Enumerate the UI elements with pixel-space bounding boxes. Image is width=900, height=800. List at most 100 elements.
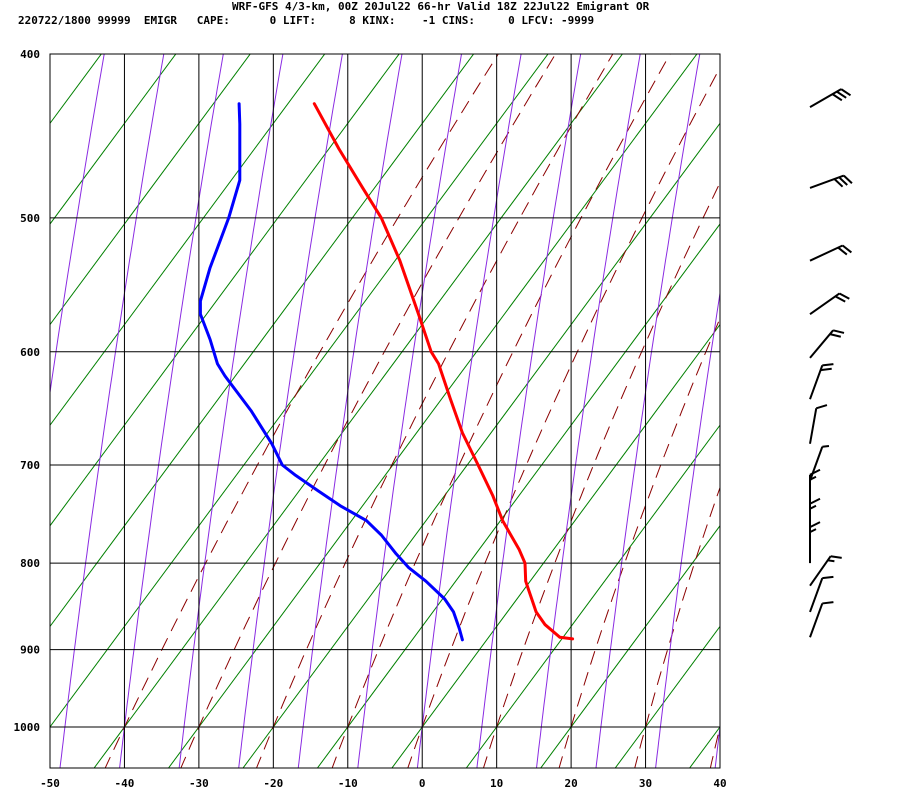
x-tick-label: 30 [639, 777, 652, 790]
wind-barb-flag [822, 575, 834, 580]
wind-barb-half-flag [822, 445, 830, 448]
mixing-ratio-line [614, 625, 720, 768]
moist-adiabat-line [775, 16, 886, 770]
wind-barb-flag [834, 295, 846, 303]
dry-adiabat-line [180, 54, 557, 768]
temperature-trace [312, 102, 575, 641]
wind-barb-flag [833, 178, 844, 188]
mixing-ratio-line [465, 424, 720, 768]
x-tick-label: 40 [713, 777, 726, 790]
x-tick-label: -30 [189, 777, 209, 790]
mixing-ratio-line [316, 223, 720, 768]
wind-barb-flag [840, 88, 852, 97]
wind-barbs [809, 88, 853, 638]
wind-barb [809, 497, 821, 540]
wind-barb-staff [809, 446, 824, 481]
wind-barb-staff [809, 244, 844, 262]
x-tick-label: -10 [338, 777, 358, 790]
grid [49, 53, 721, 769]
wind-barb-flag [843, 174, 853, 185]
x-tick-label: -40 [115, 777, 135, 790]
mixing-ratio-line [391, 323, 720, 768]
wind-barb-flag [820, 367, 832, 372]
moist-adiabat-line [178, 54, 284, 768]
mixing-ratio-line [0, 16, 55, 770]
dry-adiabat-line [255, 54, 614, 768]
wind-barb-staff [809, 365, 824, 400]
wind-barb-flag [842, 244, 853, 254]
moist-adiabat-line [238, 54, 343, 768]
moist-adiabat-line [0, 16, 51, 770]
moist-adiabat-line [536, 54, 641, 768]
y-tick-label: 1000 [14, 721, 41, 734]
y-tick-label: 400 [20, 48, 40, 61]
mixing-ratio-line [540, 524, 720, 768]
x-tick-label: 20 [564, 777, 577, 790]
wind-barb-flag [838, 176, 848, 186]
mixing-ratio-line [50, 54, 251, 326]
wind-barb-staff [809, 603, 824, 638]
mixing-ratio-line [242, 122, 720, 768]
wind-barb [809, 555, 842, 587]
wind-barb [809, 88, 852, 108]
wind-barb-flag [830, 555, 842, 559]
axis-ticks: -50 -40 -30 -20 -10 0 10 20 30 40 400 500 600 700 800 9… [14, 48, 727, 790]
moist-adiabat-line [834, 16, 900, 770]
wind-barb-staff [809, 174, 845, 189]
data-series [198, 102, 575, 642]
wind-barb-flag [822, 363, 834, 367]
y-tick-label: 600 [20, 346, 40, 359]
wind-barb [809, 244, 853, 262]
wind-barb [809, 292, 850, 315]
wind-barb-flag [832, 329, 845, 334]
dry-adiabat-line [861, 16, 900, 770]
mixing-ratio-line [50, 54, 400, 527]
sounding-indices: 220722/1800 99999 EMIGR CAPE: 0 LIFT: 8 … [18, 14, 595, 27]
moist-adiabat-line [595, 54, 701, 768]
moist-adiabat-line [357, 54, 463, 768]
wind-barb [809, 601, 834, 638]
moist-adiabat-line [714, 722, 720, 768]
wind-barb [809, 363, 834, 400]
mixing-ratio-line [50, 54, 475, 628]
dry-adiabat-line [331, 54, 671, 768]
plot-frame [49, 53, 721, 769]
mixing-ratio-line [50, 54, 326, 427]
sounding-title: WRF-GFS 4/3-km, 00Z 20Jul22 66-hr Valid … [232, 0, 650, 13]
wind-barb [809, 575, 834, 613]
wind-barb-flag [837, 246, 848, 256]
dewpoint-trace [198, 102, 464, 642]
moist-adiabat-line [297, 54, 403, 768]
wind-barb-flag [831, 93, 843, 102]
wind-barb-flag [839, 292, 850, 300]
background-lines [0, 16, 900, 770]
wind-barb-staff [809, 555, 832, 587]
mixing-ratio-line [763, 16, 900, 770]
dry-adiabat-line [482, 181, 720, 768]
dry-adiabat-line [786, 16, 900, 770]
moist-adiabat-line [50, 54, 105, 396]
moist-adiabat-line [655, 289, 720, 768]
wind-barb-staff [809, 88, 842, 108]
mixing-ratio-line [837, 16, 900, 770]
dry-adiabat-line [558, 317, 720, 768]
y-tick-label: 900 [20, 644, 40, 657]
moist-adiabat-line [59, 54, 165, 768]
y-tick-label: 500 [20, 212, 40, 225]
y-tick-label: 800 [20, 557, 40, 570]
wind-barb-staff [809, 329, 834, 359]
wind-barb [809, 521, 821, 564]
wind-barb [809, 404, 828, 444]
wind-barb-flag [822, 601, 834, 605]
wind-barb-flag [809, 521, 821, 528]
dry-adiabat-line [104, 54, 499, 768]
dry-adiabat-line [634, 486, 720, 768]
mixing-ratio-line [93, 54, 624, 768]
x-tick-label: 0 [419, 777, 426, 790]
mixing-ratio-line [167, 54, 698, 768]
wind-barb-staff [809, 292, 841, 315]
wind-barb-flag [836, 90, 847, 99]
dry-adiabat-line [407, 66, 720, 768]
wind-barb [809, 329, 845, 359]
